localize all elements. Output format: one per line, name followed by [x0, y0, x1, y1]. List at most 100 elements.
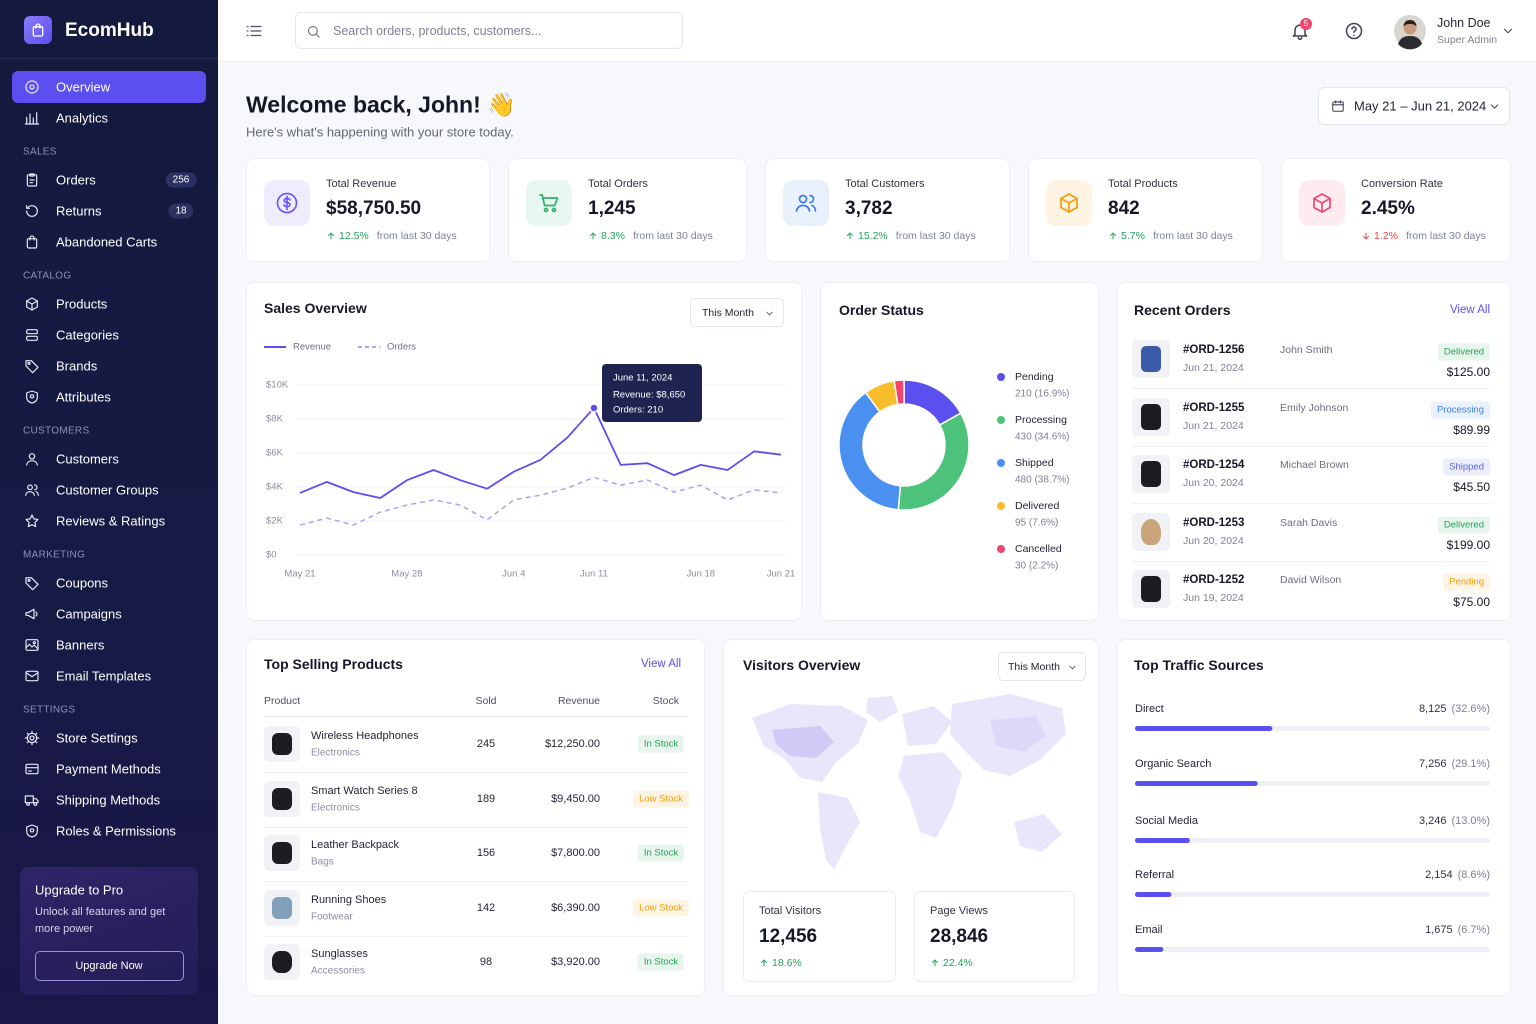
upgrade-button[interactable]	[35, 951, 184, 981]
icon	[25, 670, 39, 682]
product-stock: Low Stock	[633, 899, 689, 916]
traffic-card	[1117, 639, 1511, 996]
order-customer: David Wilson	[1280, 574, 1342, 586]
nav-label: Payment Methods	[56, 761, 161, 777]
icon-part	[1110, 232, 1116, 237]
icon-part	[29, 173, 35, 177]
search-box[interactable]	[295, 12, 683, 49]
icon-part	[27, 484, 33, 491]
visitor-stat-label: Total Visitors	[759, 905, 822, 917]
icon	[1490, 103, 1498, 109]
nav-item[interactable]	[12, 629, 206, 661]
nav-item[interactable]	[12, 71, 206, 103]
traffic-count: 3,246	[1418, 815, 1447, 827]
column-header: Sold	[475, 695, 497, 707]
icon	[26, 390, 38, 404]
icon-part	[27, 361, 31, 365]
avatar-face	[1403, 21, 1417, 35]
icon	[32, 23, 44, 37]
nav-item[interactable]	[12, 288, 206, 320]
nav-label: Returns	[56, 203, 102, 219]
icon-part	[1332, 101, 1344, 112]
icon-part	[27, 578, 31, 582]
icon	[26, 329, 38, 341]
x-tick-label: Jun 21	[766, 568, 796, 580]
sales-filter[interactable]	[690, 298, 784, 327]
stat-note: from last 30 days	[1152, 230, 1233, 242]
traffic-label: Referral	[1135, 869, 1175, 881]
nav-label: Customer Groups	[56, 482, 159, 498]
stat-note: from last 30 days	[1405, 230, 1486, 242]
traffic-count: 7,256	[1418, 758, 1447, 770]
visitor-stat-box	[743, 891, 896, 982]
products-view-all[interactable]: View All	[640, 658, 681, 670]
logo-mark	[24, 16, 52, 44]
product-sold: 245	[476, 738, 496, 750]
product-revenue: $3,920.00	[551, 956, 600, 968]
visitor-stat-change: 18.6%	[772, 957, 802, 969]
nav-label: Reviews & Ratings	[56, 513, 166, 529]
icon-part	[246, 25, 249, 37]
traffic-share: (32.6%)	[1451, 703, 1490, 715]
visitor-stat-value: 28,846	[930, 926, 989, 947]
stat-card	[765, 158, 1010, 262]
icon-part	[26, 802, 30, 806]
orders-view-all[interactable]: View All	[1449, 304, 1490, 316]
nav-item[interactable]	[12, 102, 206, 134]
visitors-filter-label: This Month	[1008, 661, 1060, 673]
stat-label: Total Orders	[588, 178, 648, 190]
icon	[25, 577, 39, 591]
status-title: Order Status	[839, 302, 924, 318]
product-name: Leather Backpack	[311, 839, 400, 851]
stat-change-row: 8.3% from last 30 days	[588, 230, 713, 242]
date-range-button[interactable]	[1318, 87, 1510, 125]
icon-part	[35, 23, 41, 29]
product-sold: 156	[476, 847, 496, 859]
traffic-count: 8,125	[1418, 703, 1447, 715]
product-revenue: $9,450.00	[551, 792, 600, 805]
traffic-share: (29.1%)	[1451, 758, 1490, 770]
order-status: Processing	[1431, 401, 1490, 418]
icon-part	[798, 194, 808, 204]
traffic-label: Social Media	[1135, 815, 1198, 827]
y-tick-label: $2K	[266, 515, 283, 527]
icon-part	[26, 329, 38, 335]
nav-label: Email Templates	[56, 668, 152, 684]
icon-part	[551, 207, 557, 213]
product-revenue: $12,250.00	[544, 738, 600, 750]
visitors-filter[interactable]	[998, 652, 1086, 681]
icon-part	[25, 80, 39, 94]
order-separator	[1132, 560, 1490, 562]
icon	[26, 205, 38, 217]
order-status: Pending	[1443, 573, 1490, 591]
stat-label: Total Customers	[845, 178, 925, 190]
visitor-stat-change: 22.4%	[943, 957, 973, 969]
x-tick-label: Jun 4	[502, 568, 526, 580]
icon-part	[811, 204, 817, 212]
y-tick-label: $0	[266, 549, 277, 561]
traffic-label: Email	[1135, 924, 1163, 936]
icon	[26, 824, 38, 838]
upgrade-box	[20, 867, 198, 995]
legend-label: Orders	[387, 341, 417, 353]
icon-part	[32, 798, 39, 804]
visitor-change-row: 22.4%	[930, 957, 973, 969]
icon-part	[26, 824, 38, 838]
icon	[1313, 193, 1331, 213]
legend-label: Revenue	[293, 341, 332, 353]
nav-item[interactable]	[12, 350, 206, 382]
icon	[1068, 665, 1076, 669]
icon-part	[25, 360, 39, 374]
traffic-value-row: 3,246 (13.0%)	[1419, 815, 1490, 827]
product-revenue: $6,390.00	[551, 901, 600, 914]
icon	[307, 25, 320, 38]
nav-item[interactable]	[12, 567, 206, 599]
orders-card	[1117, 282, 1511, 621]
icon	[24, 112, 40, 125]
order-id: #ORD-1256	[1183, 344, 1245, 356]
nav-badge: 18	[168, 203, 194, 219]
nav-label: Analytics	[56, 110, 109, 126]
icon-part	[847, 232, 853, 237]
upgrade-text: Unlock all features and get more power	[35, 906, 166, 935]
